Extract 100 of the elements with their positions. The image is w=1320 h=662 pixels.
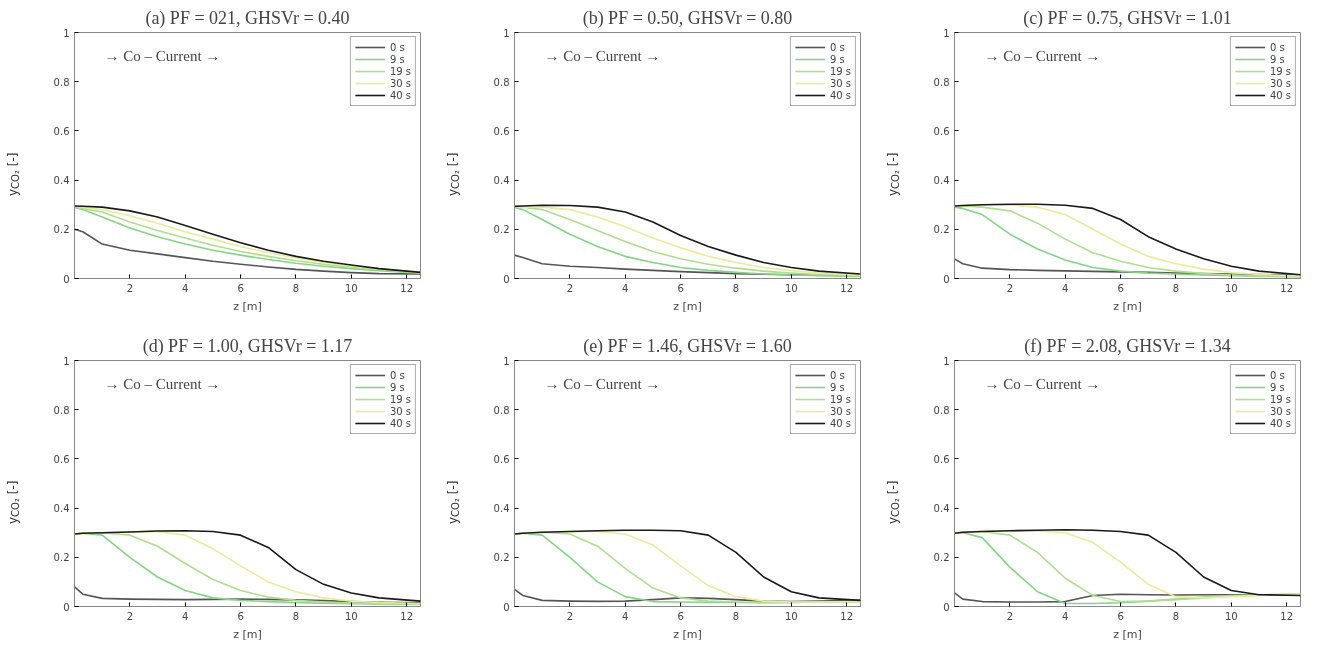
legend-label: 9 s: [1269, 53, 1286, 65]
x-tick-label: 4: [622, 282, 629, 294]
legend-label: 30 s: [829, 405, 851, 417]
legend-label: 19 s: [1269, 393, 1291, 405]
chart-title: (e) PF = 1.46, GHSVr = 1.60: [583, 335, 792, 357]
chart-title: (f) PF = 2.08, GHSVr = 1.34: [1024, 335, 1231, 357]
y-tick-label: 0.4: [493, 503, 510, 515]
y-tick-label: 0.6: [933, 125, 950, 137]
legend-label: 0 s: [389, 41, 406, 53]
y-tick-label: 1: [503, 355, 510, 367]
chart-title: (d) PF = 1.00, GHSVr = 1.17: [142, 335, 353, 357]
y-tick-label: 0.8: [53, 404, 70, 416]
x-tick-label: 8: [1172, 610, 1180, 622]
x-tick-label: 12: [1280, 610, 1294, 622]
x-tick-label: 2: [566, 282, 574, 294]
legend-label: 0 s: [829, 369, 846, 381]
x-tick-label: 10: [1224, 610, 1238, 622]
chart-title: (c) PF = 0.75, GHSVr = 1.01: [1023, 7, 1232, 29]
legend-label: 30 s: [389, 77, 411, 89]
x-axis-title: z [m]: [1113, 627, 1142, 641]
chart-title: (b) PF = 0.50, GHSVr = 0.80: [582, 7, 793, 29]
x-tick-label: 2: [1006, 610, 1014, 622]
annotation: → Co – Current →: [984, 375, 1101, 392]
y-tick-label: 1: [943, 355, 950, 367]
legend-label: 40 s: [389, 417, 411, 429]
y-tick-label: 1: [503, 27, 510, 39]
legend-label: 9 s: [829, 381, 846, 393]
y-tick-label: 0.8: [493, 404, 510, 416]
annotation: → Co – Current →: [104, 375, 221, 392]
legend-label: 40 s: [389, 89, 411, 101]
legend-label: 19 s: [389, 65, 411, 77]
y-tick-label: 0.2: [933, 224, 950, 236]
y-tick-label: 0.8: [933, 76, 950, 88]
x-tick-label: 10: [784, 610, 798, 622]
y-tick-label: 0.4: [933, 503, 950, 515]
x-tick-label: 2: [1006, 282, 1014, 294]
legend-label: 19 s: [389, 393, 411, 405]
legend-label: 0 s: [389, 369, 406, 381]
x-tick-label: 6: [677, 282, 684, 294]
y-tick-label: 0.6: [493, 125, 510, 137]
legend-label: 0 s: [1269, 369, 1286, 381]
y-tick-label: 1: [943, 27, 950, 39]
x-axis-title: z [m]: [1113, 299, 1142, 313]
y-tick-label: 0: [503, 601, 510, 613]
y-tick-label: 0.4: [53, 175, 70, 187]
x-tick-label: 8: [732, 282, 740, 294]
x-tick-label: 12: [400, 282, 414, 294]
x-tick-label: 4: [622, 610, 629, 622]
y-tick-label: 0: [63, 273, 70, 285]
y-tick-label: 0.2: [53, 552, 70, 564]
x-tick-label: 4: [1062, 282, 1069, 294]
x-tick-label: 10: [344, 610, 358, 622]
x-tick-label: 6: [237, 610, 244, 622]
x-tick-label: 10: [1224, 282, 1238, 294]
x-tick-label: 10: [784, 282, 798, 294]
y-tick-label: 0.6: [53, 125, 70, 137]
x-axis-title: z [m]: [673, 299, 702, 313]
legend-label: 0 s: [829, 41, 846, 53]
legend-label: 9 s: [389, 381, 406, 393]
x-axis-title: z [m]: [233, 299, 262, 313]
y-tick-label: 0: [503, 273, 510, 285]
line-series: [74, 228, 421, 275]
y-tick-label: 0.6: [53, 453, 70, 465]
x-axis-title: z [m]: [673, 627, 702, 641]
y-tick-label: 0: [943, 273, 950, 285]
x-tick-label: 8: [292, 282, 300, 294]
y-tick-label: 0.2: [933, 552, 950, 564]
y-tick-label: 0.8: [53, 76, 70, 88]
legend-label: 19 s: [829, 393, 851, 405]
x-tick-label: 2: [566, 610, 574, 622]
x-tick-label: 12: [1280, 282, 1294, 294]
y-tick-label: 0.6: [933, 453, 950, 465]
legend-label: 30 s: [829, 77, 851, 89]
legend-label: 30 s: [389, 405, 411, 417]
y-tick-label: 0.8: [493, 76, 510, 88]
y-tick-label: 0.2: [53, 224, 70, 236]
y-tick-label: 0.6: [493, 453, 510, 465]
legend-label: 40 s: [829, 417, 851, 429]
legend-label: 19 s: [1269, 65, 1291, 77]
legend-label: 40 s: [1269, 417, 1291, 429]
y-tick-label: 0: [63, 601, 70, 613]
legend-label: 30 s: [1269, 77, 1291, 89]
x-tick-label: 12: [840, 282, 854, 294]
x-tick-label: 8: [732, 610, 740, 622]
x-tick-label: 6: [237, 282, 244, 294]
x-tick-label: 8: [1172, 282, 1180, 294]
x-tick-label: 8: [292, 610, 300, 622]
y-tick-label: 0.4: [53, 503, 70, 515]
legend-label: 30 s: [1269, 405, 1291, 417]
annotation: → Co – Current →: [984, 47, 1101, 64]
y-tick-label: 1: [63, 27, 70, 39]
legend-label: 9 s: [1269, 381, 1286, 393]
legend-label: 40 s: [1269, 89, 1291, 101]
x-tick-label: 6: [1117, 282, 1124, 294]
annotation: → Co – Current →: [104, 47, 221, 64]
y-tick-label: 0.8: [933, 404, 950, 416]
y-tick-label: 0.2: [493, 552, 510, 564]
x-tick-label: 6: [677, 610, 684, 622]
legend-label: 0 s: [1269, 41, 1286, 53]
x-tick-label: 6: [1117, 610, 1124, 622]
